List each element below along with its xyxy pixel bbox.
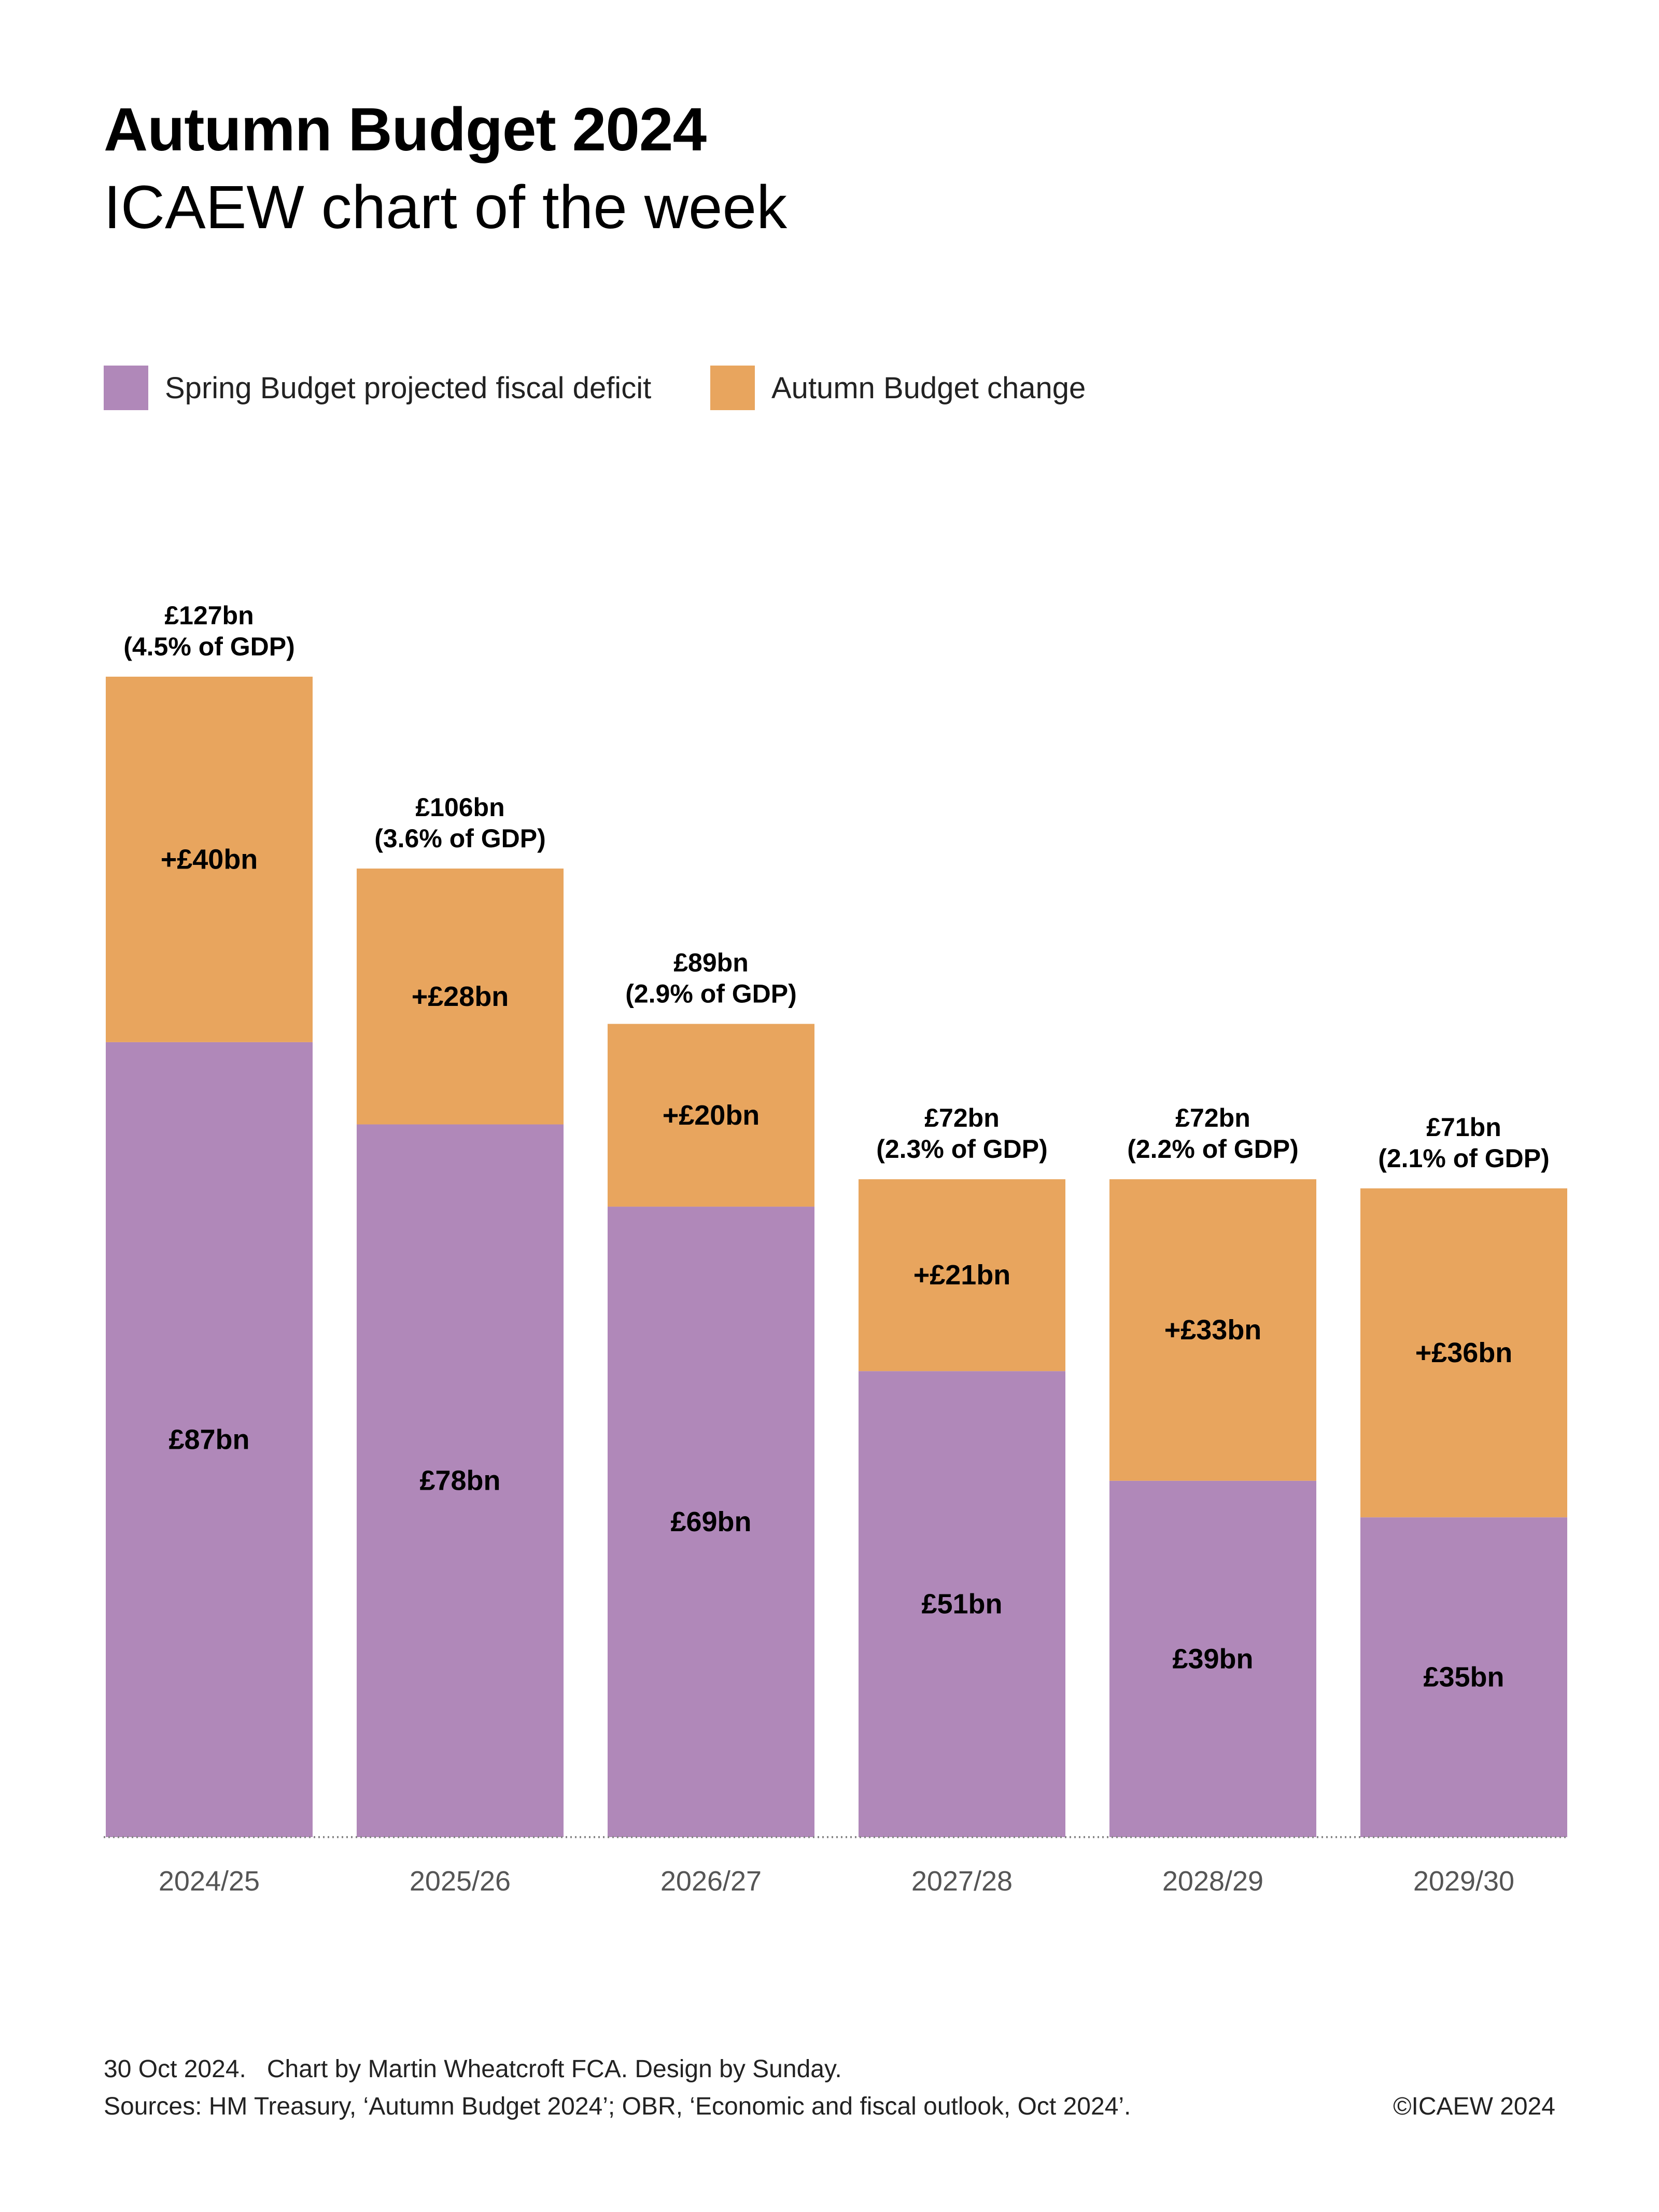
footer-line-2: Sources: HM Treasury, ‘Autumn Budget 202… <box>104 2093 1131 2120</box>
bar-autumn-3 <box>859 1179 1065 1371</box>
chart-subtitle: ICAEW chart of the week <box>104 173 788 242</box>
total-amount-4: £72bn <box>1175 1103 1250 1132</box>
bar-autumn-2 <box>608 1024 814 1207</box>
legend-swatch-spring <box>104 366 148 410</box>
total-gdp-3: (2.3% of GDP) <box>876 1135 1048 1164</box>
bar-spring-1 <box>357 1124 564 1837</box>
label-spring-3: £51bn <box>921 1589 1002 1620</box>
total-amount-0: £127bn <box>164 601 254 630</box>
x-tick-label-4: 2028/29 <box>1162 1866 1263 1897</box>
bars-group <box>106 677 1567 1837</box>
legend-label-spring: Spring Budget projected fiscal deficit <box>165 371 652 405</box>
bar-spring-5 <box>1360 1517 1567 1837</box>
total-gdp-0: (4.5% of GDP) <box>123 632 295 661</box>
legend-item-spring: Spring Budget projected fiscal deficit <box>104 366 651 410</box>
label-autumn-1: +£28bn <box>412 981 509 1012</box>
label-autumn-0: +£40bn <box>161 844 258 875</box>
label-autumn-5: +£36bn <box>1415 1337 1513 1368</box>
labels-group: £87bn +£40bn £127bn(4.5% of GDP) 2024/25 £78… <box>123 601 1550 1897</box>
label-spring-2: £69bn <box>670 1506 751 1537</box>
bar-spring-4 <box>1109 1480 1316 1837</box>
total-amount-3: £72bn <box>924 1103 1000 1132</box>
total-gdp-4: (2.2% of GDP) <box>1127 1135 1299 1164</box>
total-gdp-2: (2.9% of GDP) <box>625 979 797 1009</box>
label-autumn-2: +£20bn <box>663 1100 760 1131</box>
label-spring-1: £78bn <box>419 1465 500 1496</box>
footer-line-1: 30 Oct 2024. Chart by Martin Wheatcroft … <box>104 2055 842 2083</box>
x-tick-label-2: 2026/27 <box>660 1866 762 1897</box>
bar-autumn-5 <box>1360 1188 1567 1518</box>
label-spring-4: £39bn <box>1172 1643 1253 1674</box>
bar-autumn-0 <box>106 677 313 1042</box>
x-tick-label-0: 2024/25 <box>159 1866 260 1897</box>
footer-copyright: ©ICAEW 2024 <box>1393 2093 1555 2120</box>
label-autumn-3: +£21bn <box>913 1259 1011 1291</box>
total-gdp-5: (2.1% of GDP) <box>1378 1144 1550 1173</box>
bar-spring-0 <box>106 1042 313 1837</box>
legend-label-autumn: Autumn Budget change <box>771 371 1086 405</box>
label-spring-5: £35bn <box>1423 1662 1504 1693</box>
legend-item-autumn: Autumn Budget change <box>710 366 1086 410</box>
label-spring-0: £87bn <box>168 1424 249 1455</box>
x-tick-label-1: 2025/26 <box>410 1866 511 1897</box>
stacked-bar-chart: £87bn +£40bn £127bn(4.5% of GDP) 2024/25 £78… <box>104 601 1568 1897</box>
legend-swatch-autumn <box>710 366 755 410</box>
bar-autumn-4 <box>1109 1179 1316 1481</box>
x-tick-label-3: 2027/28 <box>911 1866 1013 1897</box>
footer-credits: 30 Oct 2024. Chart by Martin Wheatcroft … <box>104 2051 1131 2125</box>
total-amount-2: £89bn <box>673 948 749 977</box>
bar-spring-2 <box>608 1207 814 1837</box>
label-autumn-4: +£33bn <box>1164 1314 1262 1346</box>
x-tick-label-5: 2029/30 <box>1413 1866 1514 1897</box>
chart-title: Autumn Budget 2024 <box>104 95 707 164</box>
total-gdp-1: (3.6% of GDP) <box>374 824 546 853</box>
bar-autumn-1 <box>357 869 564 1125</box>
bar-spring-3 <box>859 1371 1065 1837</box>
total-amount-5: £71bn <box>1426 1113 1501 1142</box>
total-amount-1: £106bn <box>415 793 504 822</box>
